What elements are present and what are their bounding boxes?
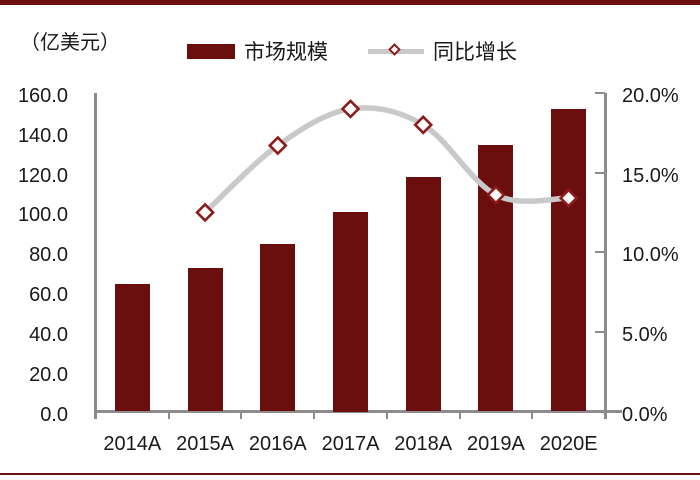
yoy-growth-marker <box>195 202 215 223</box>
yoy-growth-marker <box>413 115 434 135</box>
bar-2019A <box>478 144 514 412</box>
right-axis-tick-label: 10.0% <box>622 244 679 267</box>
legend-label-market-size: 市场规模 <box>244 40 328 64</box>
left-axis-tick-label: 120.0 <box>17 164 68 187</box>
x-axis-category-label: 2019A <box>467 433 525 455</box>
x-axis-category-label: 2015A <box>176 433 234 455</box>
legend-label-yoy-growth: 同比增长 <box>433 40 517 64</box>
x-axis-tick <box>604 410 606 419</box>
x-axis-tick <box>531 410 534 419</box>
right-axis-tick-label: 15.0% <box>622 164 679 187</box>
x-axis-category-label: 2020E <box>539 433 598 455</box>
right-axis-tick-label: 0.0% <box>622 403 668 426</box>
line-series-swatch <box>368 42 424 56</box>
right-axis-tick <box>595 92 605 94</box>
left-axis-tick-label: 160.0 <box>17 85 68 107</box>
y-axis-right <box>604 93 607 419</box>
y-axis-unit-label: （亿美元） <box>20 30 120 54</box>
left-axis-tick-label: 100.0 <box>17 204 68 227</box>
bar-series-swatch <box>187 43 235 59</box>
legend-item-yoy-growth: 同比增长 <box>368 38 517 64</box>
left-axis-tick-label: 140.0 <box>17 124 68 147</box>
left-axis-tick-label: 80.0 <box>29 244 68 267</box>
bar-2015A <box>187 268 223 412</box>
x-axis-category-label: 2016A <box>248 433 307 455</box>
left-axis-tick-label: 60.0 <box>29 284 68 307</box>
x-axis-category-label: 2014A <box>103 433 162 455</box>
bar-2014A <box>114 284 150 412</box>
x-axis-category-label: 2018A <box>394 433 453 455</box>
x-axis <box>94 410 622 413</box>
left-axis-tick-label: 20.0 <box>29 363 68 386</box>
right-axis-tick-label: 20.0% <box>622 85 679 107</box>
right-axis-tick <box>595 171 605 174</box>
x-axis-tick <box>95 410 97 419</box>
x-axis-tick <box>458 410 461 419</box>
x-axis-tick <box>240 410 243 419</box>
x-axis-tick <box>385 410 388 419</box>
yoy-growth-marker <box>267 135 288 156</box>
bar-2017A <box>333 212 368 412</box>
bar-2018A <box>405 176 441 412</box>
x-axis-tick <box>167 410 170 419</box>
top-border-rule <box>0 0 700 5</box>
right-axis-tick-label: 5.0% <box>622 323 668 346</box>
bar-2020E <box>551 108 587 412</box>
y-axis-left <box>94 93 97 419</box>
x-axis-category-label: 2017A <box>321 433 380 455</box>
left-axis-tick-label: 40.0 <box>29 323 68 346</box>
legend-item-market-size: 市场规模 <box>187 38 328 64</box>
bottom-border-rule <box>0 473 700 475</box>
right-axis-tick <box>595 251 605 254</box>
yoy-growth-line <box>202 105 572 216</box>
right-axis-tick <box>595 410 605 413</box>
bar-2016A <box>260 244 296 412</box>
right-axis-tick <box>595 330 605 333</box>
left-axis-tick-label: 0.0 <box>40 403 68 426</box>
x-axis-tick <box>313 410 316 419</box>
yoy-growth-marker <box>340 99 361 119</box>
